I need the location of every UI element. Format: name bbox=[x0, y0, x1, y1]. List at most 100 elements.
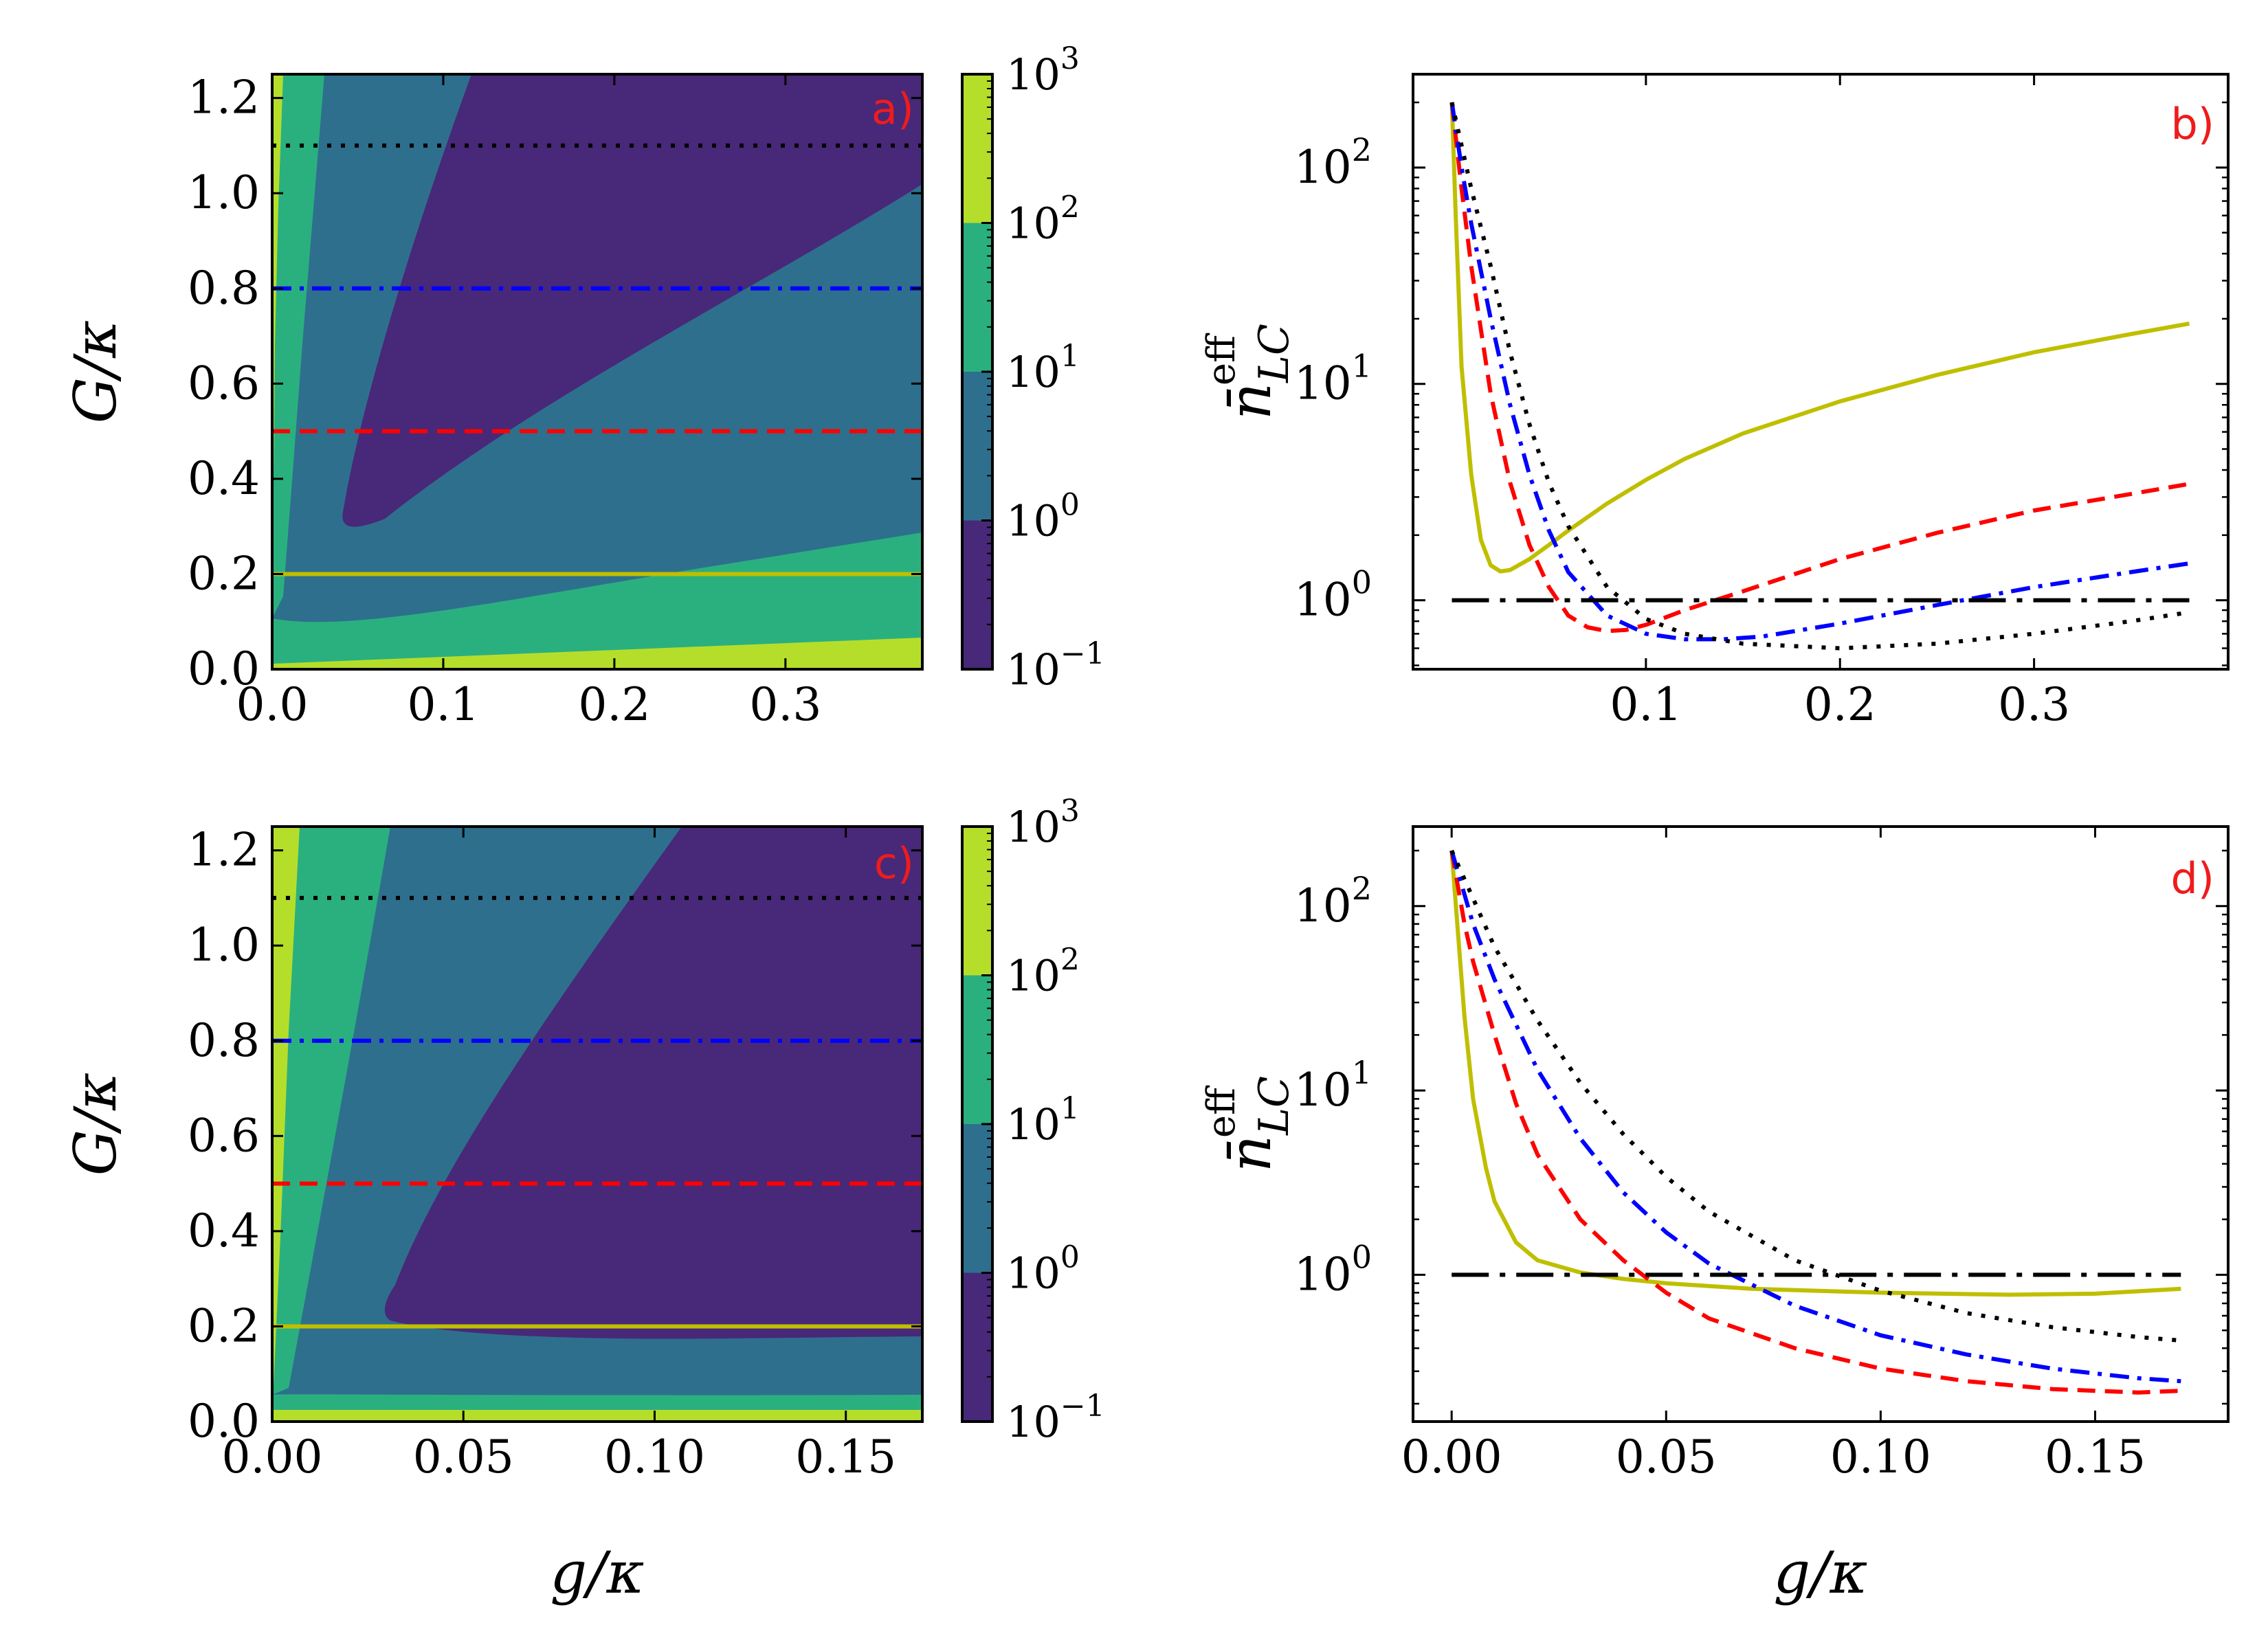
ytick-label: 0.2 bbox=[188, 547, 260, 600]
series-line-dashdot bbox=[1449, 850, 2181, 1384]
axes-frame-d bbox=[1412, 825, 2230, 1423]
band-c-1e1-left bbox=[272, 827, 390, 1395]
series-line-solid bbox=[1449, 850, 2181, 1297]
colorbar-segment bbox=[962, 975, 992, 1124]
series-line-solid bbox=[1449, 102, 2190, 574]
heatmap-a-bands bbox=[272, 74, 922, 669]
colorbar-segment bbox=[962, 520, 992, 669]
ytick-label: 1.0 bbox=[188, 919, 260, 972]
colorbar-tick-exponent: 3 bbox=[1060, 794, 1080, 829]
ytick-exponent: 0 bbox=[1352, 1238, 1372, 1275]
ytick-label: 0.2 bbox=[188, 1299, 260, 1352]
xlabel-d: g/κ bbox=[1773, 1539, 1867, 1606]
colorbar-segment bbox=[962, 372, 992, 521]
colorbar-tick-label: 10−1 bbox=[1006, 1389, 1105, 1447]
ytick-exponent: 2 bbox=[1352, 131, 1372, 168]
xtick-label: 0.3 bbox=[749, 678, 821, 731]
band-c-1e-1 bbox=[384, 827, 922, 1339]
band-c-1e2-bottom bbox=[272, 1410, 922, 1422]
panel-label-a: a) bbox=[871, 84, 914, 134]
ylabel-b-sup: eff bbox=[1199, 333, 1244, 385]
colorbar-tick-label: 10−1 bbox=[1006, 636, 1105, 695]
ytick-label: 102 bbox=[1294, 870, 1372, 932]
xtick-label: 0.10 bbox=[604, 1431, 705, 1483]
ytick-label: 101 bbox=[1294, 348, 1372, 410]
colorbar-tick-exponent: 0 bbox=[1060, 1240, 1080, 1275]
ytick-label: 1.0 bbox=[188, 166, 260, 219]
ytick-label: 0.6 bbox=[188, 1109, 260, 1162]
colorbar-segment bbox=[962, 827, 992, 976]
ytick-label: 0.8 bbox=[188, 262, 260, 315]
xtick-label: 0.1 bbox=[407, 678, 479, 731]
colorbar-tick-exponent: 1 bbox=[1060, 339, 1080, 374]
colorbar-tick-exponent: −1 bbox=[1060, 636, 1105, 671]
panel-c: 0.00 0.05 0.10 0.15 0.0 0.2 0.4 0.6 0.8 1.0 1.2 c)… bbox=[62, 794, 1105, 1606]
lines-b bbox=[1449, 102, 2190, 651]
ylabel-b: n̄LCeff bbox=[1199, 324, 1298, 420]
ytick-label: 1.2 bbox=[188, 824, 260, 877]
band-a-1e1-bottom bbox=[272, 532, 922, 669]
ylabel-a: G/κ bbox=[62, 320, 129, 424]
ytick-label: 102 bbox=[1294, 131, 1372, 194]
lines-d bbox=[1449, 849, 2181, 1395]
ytick-label: 0.4 bbox=[188, 452, 260, 505]
hlines-a bbox=[272, 143, 922, 576]
colorbar-tick-label: 102 bbox=[1006, 943, 1080, 1001]
ytick-exponent: 1 bbox=[1352, 1054, 1372, 1091]
xtick-label: 0.2 bbox=[1804, 678, 1876, 731]
panel-label-b: b) bbox=[2170, 99, 2214, 149]
xtick-label: 0.10 bbox=[1830, 1431, 1931, 1483]
panel-label-c: c) bbox=[874, 838, 914, 888]
ylabel-c: G/κ bbox=[62, 1073, 129, 1176]
ytick-label: 0.0 bbox=[188, 1395, 260, 1448]
xtick-label: 0.15 bbox=[795, 1431, 896, 1483]
ylabel-d-base: n̄ bbox=[1216, 1135, 1284, 1172]
colorbar-tick-exponent: 2 bbox=[1060, 190, 1080, 225]
ylabel-b-sub: LC bbox=[1250, 324, 1298, 383]
ylabel-d-sup: eff bbox=[1199, 1085, 1244, 1138]
series-line-dashed bbox=[1449, 102, 2190, 633]
ticks-c: 0.00 0.05 0.10 0.15 0.0 0.2 0.4 0.6 0.8 1.0 1.2 bbox=[188, 824, 922, 1483]
svg-text:n̄LCeff: n̄LCeff bbox=[1199, 324, 1298, 420]
ylabel-d: n̄LCeff bbox=[1199, 1076, 1298, 1172]
panel-a: 0.0 0.1 0.2 0.3 0.0 0.2 0.4 0.6 0.8 1.0 1.2 a) G/κ… bbox=[62, 41, 1105, 731]
ytick-label: 0.8 bbox=[188, 1014, 260, 1067]
ytick-label: 0.0 bbox=[188, 642, 260, 695]
ytick-exponent: 2 bbox=[1352, 870, 1372, 907]
ytick-label: 1.2 bbox=[188, 71, 260, 124]
axes-frame-c bbox=[271, 825, 924, 1423]
ylabel-d-sub: LC bbox=[1250, 1076, 1298, 1136]
axes-frame-b bbox=[1412, 73, 2230, 671]
xtick-label: 0.05 bbox=[413, 1431, 514, 1483]
colorbar-tick-label: 101 bbox=[1006, 339, 1080, 397]
xtick-label: 0.00 bbox=[1401, 1431, 1502, 1483]
colorbar-tick-label: 100 bbox=[1006, 488, 1080, 546]
band-a-1e-1 bbox=[342, 74, 922, 527]
ytick-label: 0.6 bbox=[188, 357, 260, 410]
hlines-c bbox=[272, 895, 922, 1329]
series-line-dashdot bbox=[1449, 102, 2190, 642]
colorbar-tick-label: 102 bbox=[1006, 190, 1080, 249]
series-line-dotted bbox=[1449, 102, 2190, 651]
series-line-dotted bbox=[1449, 849, 2181, 1343]
xlabel-c: g/κ bbox=[550, 1539, 644, 1606]
xtick-label: 0.1 bbox=[1610, 678, 1682, 731]
colorbar-segment bbox=[962, 1272, 992, 1422]
colorbar-tick-label: 100 bbox=[1006, 1240, 1080, 1299]
xtick-label: 0.3 bbox=[1998, 678, 2070, 731]
ytick-label: 0.4 bbox=[188, 1204, 260, 1257]
band-a-1e1-left bbox=[272, 74, 324, 618]
band-a-1e2-left bbox=[272, 74, 283, 618]
ytick-exponent: 1 bbox=[1352, 348, 1372, 385]
colorbar-tick-label: 103 bbox=[1006, 794, 1080, 852]
colorbar-tick-exponent: 0 bbox=[1060, 488, 1080, 523]
axes-frame-a bbox=[271, 73, 924, 671]
svg-text:n̄LCeff: n̄LCeff bbox=[1199, 1076, 1298, 1172]
